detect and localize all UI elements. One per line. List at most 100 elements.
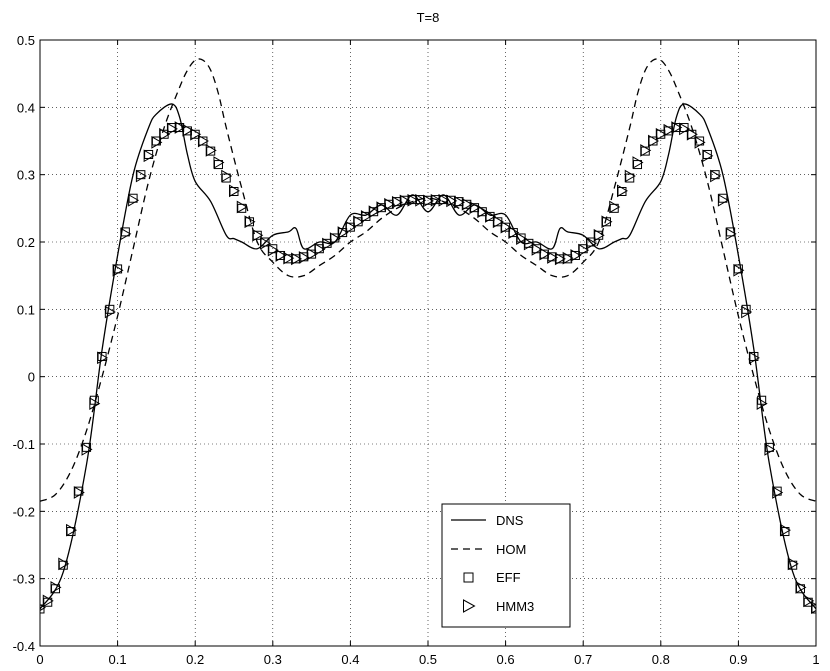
data-point-hmm3 [275,249,287,262]
data-point-hmm3 [671,121,683,134]
data-point-hmm3 [221,169,233,183]
x-tick-label: 0.1 [109,652,127,667]
data-point-hmm3 [679,122,691,136]
data-point-hmm3 [663,123,675,137]
x-tick-label: 1 [812,652,819,667]
data-point-hmm3 [500,220,512,234]
x-tick-label: 0.8 [652,652,670,667]
data-point-hmm3 [570,249,582,262]
data-point-hmm3 [601,215,613,229]
data-point-hmm3 [717,193,729,207]
data-point-hmm3 [306,247,318,261]
data-point-hmm3 [725,227,737,241]
data-point-hmm3 [632,156,644,169]
series-layer [40,58,816,614]
x-tick-label: 0.4 [341,652,359,667]
data-point-hmm3 [787,557,799,571]
data-point-hmm3 [104,305,116,319]
data-point-hmm3 [143,149,155,163]
data-point-hmm3 [337,226,349,239]
data-point-hmm3 [562,251,574,265]
data-point-hmm3 [213,156,225,169]
data-point-hmm3 [260,236,272,250]
data-point-hmm3 [244,215,256,229]
data-point-hmm3 [229,184,240,198]
legend-eff-marker [463,572,474,583]
data-point-hmm3 [756,397,768,410]
y-tick-label: -0.3 [13,572,35,587]
data-point-hmm3 [66,523,78,537]
x-tick-label: 0.5 [419,652,437,667]
data-point-hmm3 [811,601,816,614]
data-point-hmm3 [345,220,357,234]
x-tick-label: 0.2 [186,652,204,667]
data-point-hmm3 [585,236,597,250]
data-point-hmm3 [547,251,559,264]
data-point-hmm3 [803,594,815,608]
data-point-hmm3 [50,581,62,594]
data-point-hmm3 [73,486,85,499]
data-point-hmm3 [648,134,660,148]
x-tick-label: 0.7 [574,652,592,667]
legend-hom-label: HOM [496,542,526,557]
data-point-hmm3 [531,243,543,256]
data-point-hmm3 [112,263,124,277]
data-point-hmm3 [454,195,466,209]
series-line-dns [40,103,816,610]
data-point-hmm3 [523,237,535,251]
y-tick-label: 0.3 [17,168,35,183]
chart-title: T=8 [417,10,440,25]
data-point-hmm3 [461,197,473,211]
x-tick-label: 0.6 [497,652,515,667]
data-point-hmm3 [539,247,551,261]
data-point-hmm3 [159,127,171,141]
data-point-hmm3 [58,557,70,571]
data-point-hmm3 [764,443,776,456]
data-point-hmm3 [298,251,310,264]
data-point-hmm3 [329,232,341,246]
data-point-hmm3 [205,144,217,157]
y-tick-label: 0.5 [17,33,35,48]
data-point-hmm3 [554,252,566,266]
data-point-hmm3 [438,193,450,207]
data-point-hmm3 [469,201,481,215]
data-point-hmm3 [353,215,365,229]
series-line-hom [40,58,816,502]
data-point-hmm3 [42,594,54,608]
data-point-hmm3 [578,243,590,257]
data-point-hmm3 [376,201,388,215]
data-point-hmm3 [741,305,753,319]
data-point-hmm3 [322,237,334,251]
data-point-hmm3 [360,210,372,223]
legend-hmm3-label: HMM3 [496,599,534,614]
data-point-hmm3 [702,149,714,163]
data-point-hmm3 [391,195,403,209]
data-point-hmm3 [748,351,760,365]
y-tick-label: 0.1 [17,302,35,317]
data-point-hmm3 [593,228,605,242]
axes: 0 0.1 0.2 0.3 0.4 0.5 0.6 0.7 0.8 0.9 1 -0.4 -0.3 -0.… [13,33,820,667]
data-point-hmm3 [430,193,442,207]
data-point-hmm3 [97,351,109,365]
data-point-hmm3 [446,194,458,208]
data-point-hmm3 [236,200,248,214]
data-point-hmm3 [291,252,303,266]
data-point-hmm3 [81,443,93,456]
data-point-hmm3 [617,184,628,198]
data-point-hmm3 [182,123,194,137]
x-tick-label: 0.3 [264,652,282,667]
data-point-hmm3 [508,226,520,239]
legend: DNS HOM EFF HMM3 [441,503,571,628]
grid-lines [40,40,816,646]
legend-eff-label: EFF [496,570,521,585]
data-point-hmm3 [151,135,163,149]
data-point-hmm3 [477,205,489,219]
y-tick-label: 0.4 [17,100,35,115]
x-tick-label: 0.9 [729,652,747,667]
data-point-hmm3 [655,127,667,141]
legend-hmm3-marker [463,599,476,613]
data-point-hmm3 [267,243,279,257]
y-tick-label: 0 [28,370,35,385]
